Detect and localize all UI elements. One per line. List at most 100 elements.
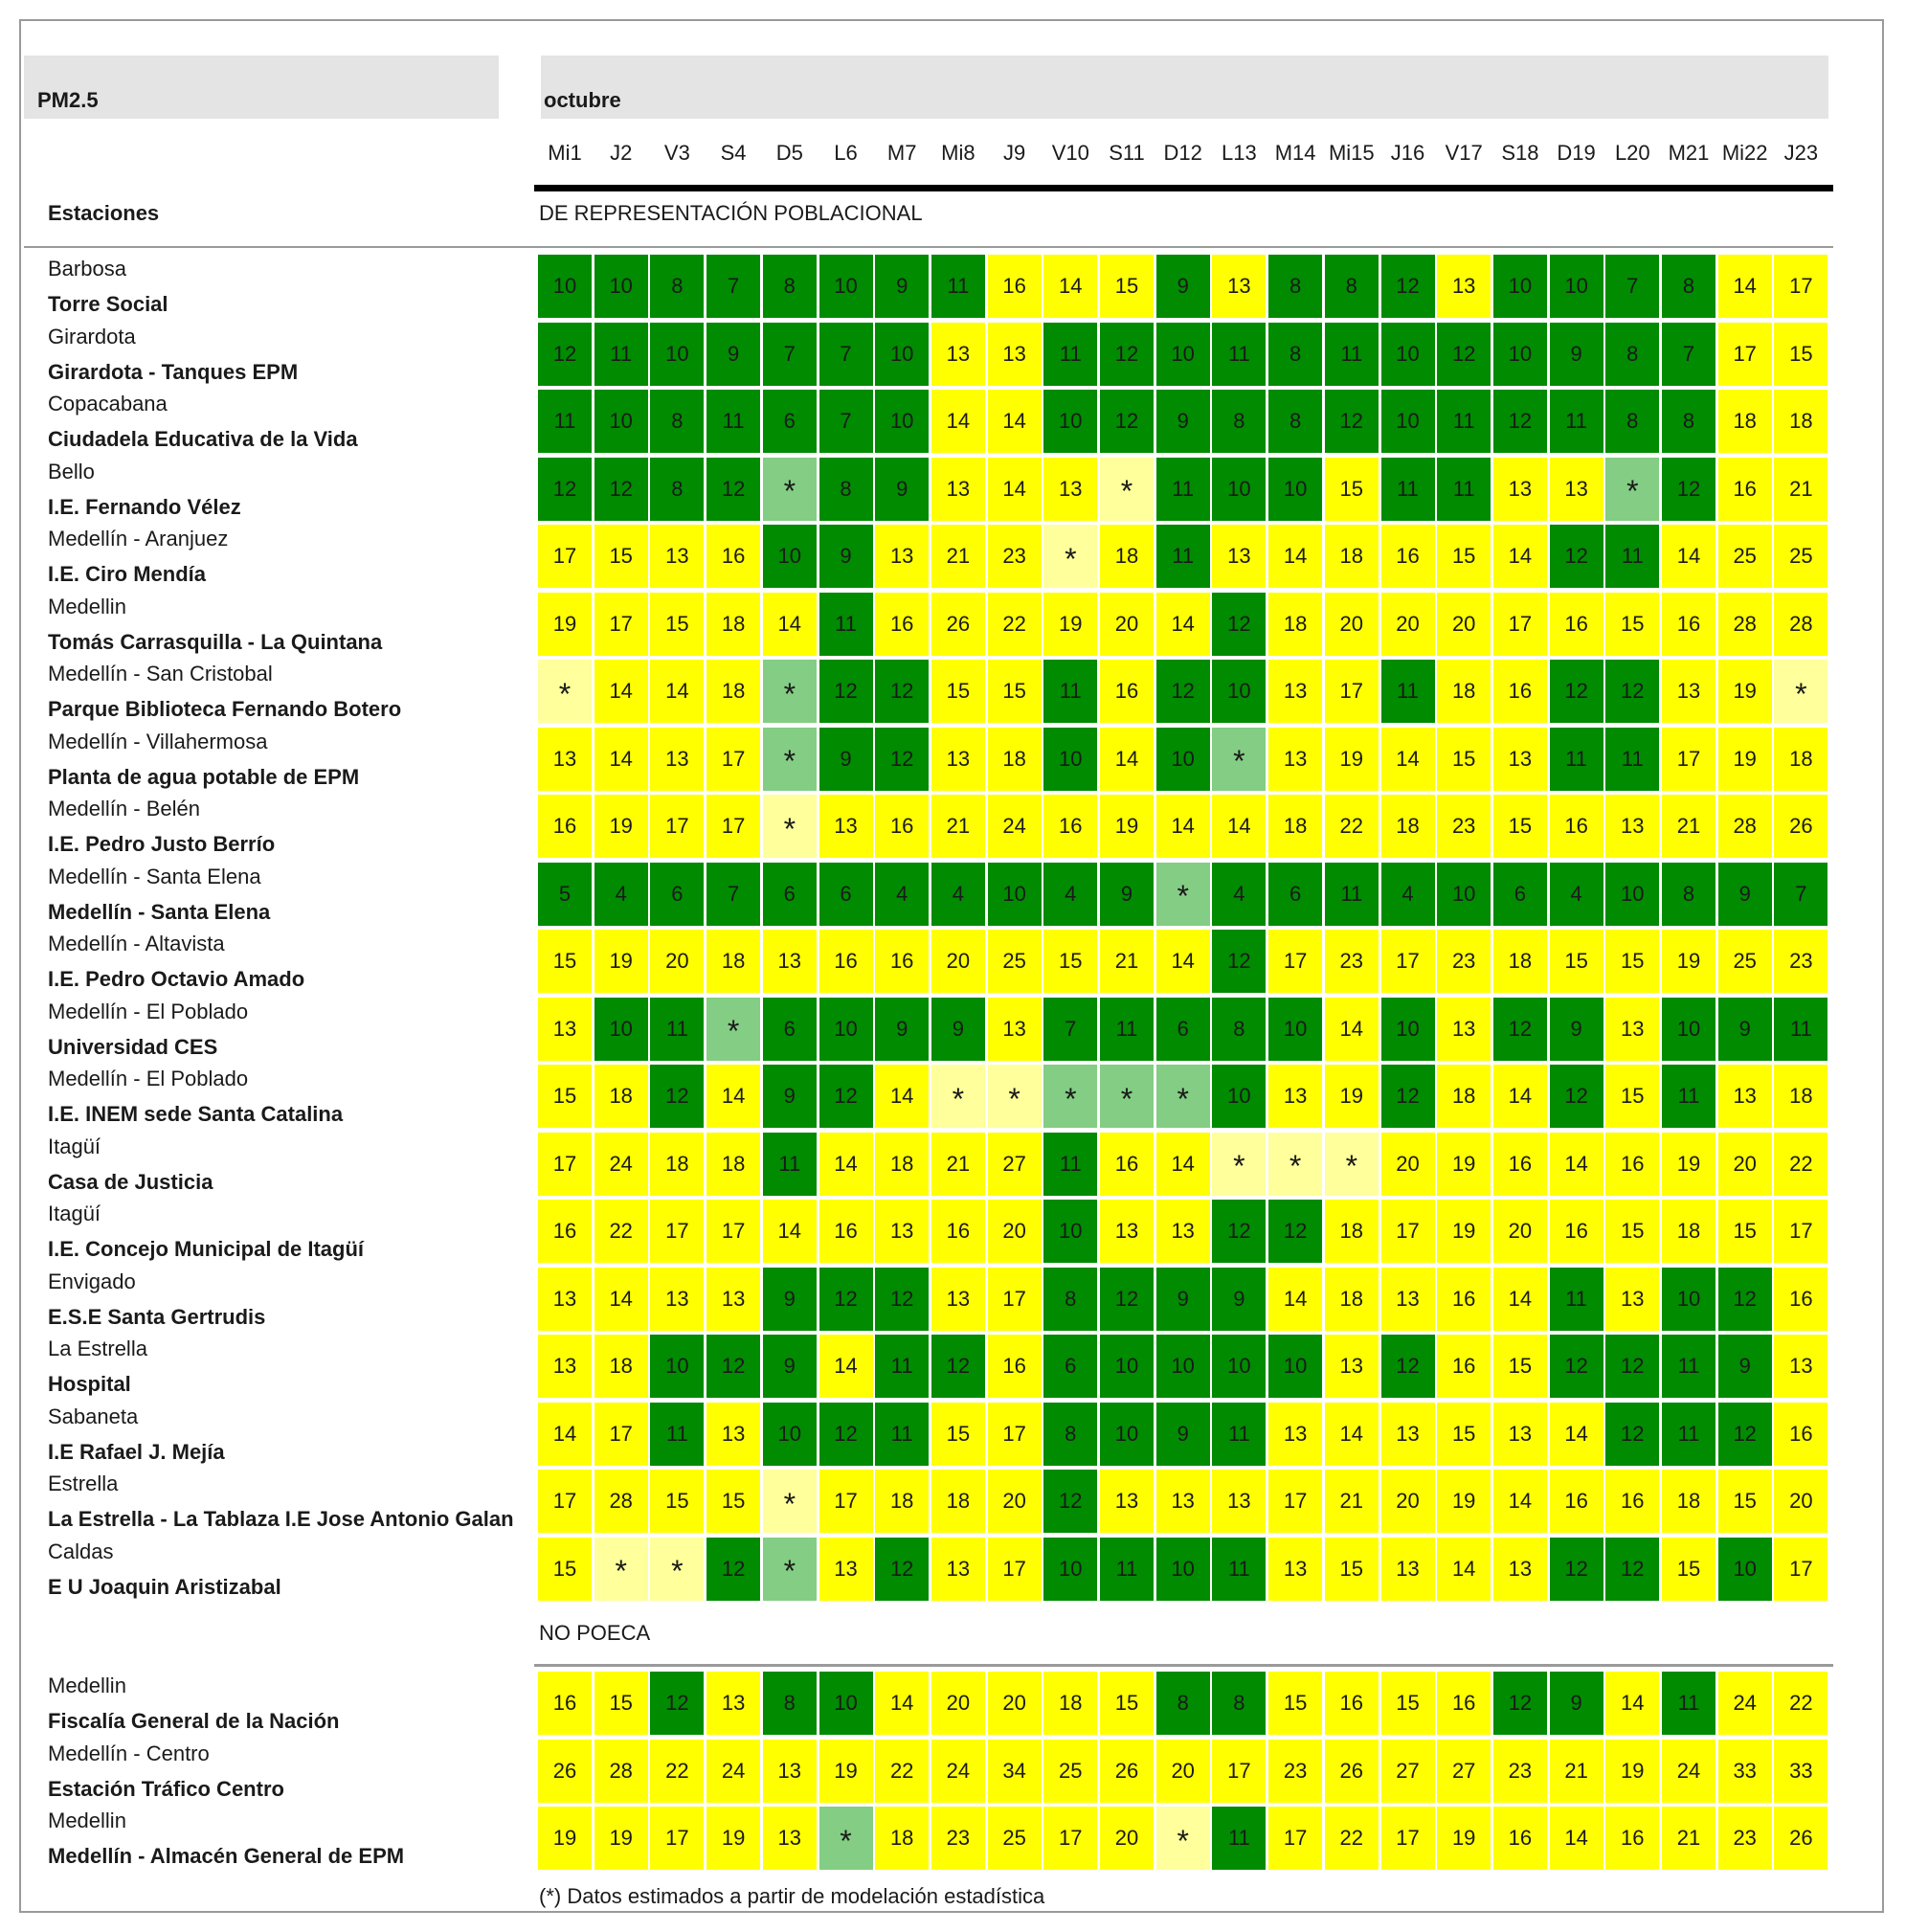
value-cell: 12 [650,1065,705,1128]
value-cell: 13 [1437,255,1491,318]
value-cell: 4 [1043,862,1098,926]
value-cell: * [931,1065,985,1128]
value-cell: 9 [1155,390,1210,453]
value-cell: 16 [1380,525,1435,588]
day-header: J9 [1002,141,1026,165]
value-cell: * [1155,862,1210,926]
value-cell: 8 [1662,390,1715,453]
value-cell: 10 [650,322,705,386]
value-cell: 5 [538,862,592,926]
value-cell: 13 [762,1739,817,1803]
value-cell: 12 [1492,390,1547,453]
value-cell: 15 [1605,1200,1660,1263]
value-cell: 15 [1605,1065,1660,1128]
value-cell: 26 [931,592,985,656]
value-cell: 19 [1043,592,1098,656]
value-cell: 16 [538,1672,592,1735]
value-cell: 11 [1662,1335,1715,1398]
value-cell: 14 [1492,1267,1547,1331]
value-cell: 16 [1437,1672,1491,1735]
day-header: Mi15 [1328,141,1375,165]
value-cell: 25 [1717,930,1772,993]
value-cell: 16 [875,795,930,858]
station-city: Medellin [48,594,126,618]
value-cell: 18 [1774,390,1828,453]
value-cell: 11 [1662,1672,1715,1735]
value-cell: 17 [1717,322,1772,386]
station-city: Medellín - Santa Elena [48,864,261,888]
value-cell: 16 [818,930,873,993]
value-cell: 15 [1774,322,1828,386]
value-cell: 10 [818,997,873,1061]
value-cell: 20 [987,1470,1042,1533]
value-cell: 15 [650,1470,705,1533]
value-cell: 10 [1043,1200,1098,1263]
value-cell: 6 [1155,997,1210,1061]
value-cell: 11 [1043,322,1098,386]
value-cell: 9 [762,1267,817,1331]
value-cell: 11 [1212,322,1267,386]
value-cell: 8 [762,1672,817,1735]
value-cell: 24 [706,1739,761,1803]
value-cell: 16 [1662,592,1715,656]
value-cell: 25 [987,930,1042,993]
value-cell: 8 [1043,1402,1098,1466]
value-cell: 17 [1774,1200,1828,1263]
station-city: Estrella [48,1471,119,1495]
value-cell: 6 [650,862,705,926]
value-cell: 12 [875,1537,930,1601]
station-city: Medellin [48,1808,126,1832]
value-cell: 17 [1268,1807,1323,1870]
value-cell: 19 [1437,1132,1491,1196]
value-cell: 19 [706,1807,761,1870]
value-cell: 26 [1324,1739,1379,1803]
value-cell: 13 [1549,457,1603,521]
value-cell: 11 [1043,1132,1098,1196]
value-cell: 15 [1717,1470,1772,1533]
value-cell: 12 [1492,1672,1547,1735]
day-header: S4 [720,141,747,165]
value-cell: 28 [594,1470,648,1533]
header-rule [534,185,1833,191]
station-city: Itagüí [48,1202,101,1225]
value-cell: 7 [818,322,873,386]
value-cell: 11 [650,997,705,1061]
value-cell: 11 [1380,660,1435,723]
station-city: Medellín - Centro [48,1741,210,1765]
station-label: Medellin Tomás Carrasquilla - La Quintana [48,591,382,659]
day-header: L20 [1614,141,1650,165]
value-cell: 11 [931,255,985,318]
station-label: Itagüí Casa de Justicia [48,1131,213,1199]
value-cell: 19 [1717,660,1772,723]
value-cell: 7 [1605,255,1660,318]
value-cell: 10 [1380,997,1435,1061]
value-cell: 7 [706,862,761,926]
value-cell: 10 [1492,255,1547,318]
value-cell: 20 [931,1672,985,1735]
value-cell: 10 [1268,1335,1323,1398]
value-cell: * [1268,1132,1323,1196]
value-cell: 14 [650,660,705,723]
value-cell: 6 [1043,1335,1098,1398]
value-cell: 16 [1100,660,1154,723]
value-cell: 13 [1212,255,1267,318]
station-city: Medellín - El Poblado [48,999,249,1023]
value-cell: 21 [1324,1470,1379,1533]
value-cell: 24 [1717,1672,1772,1735]
value-cell: 22 [594,1200,648,1263]
value-cell: 9 [931,997,985,1061]
station-city: Girardota [48,324,136,348]
value-cell: 6 [762,862,817,926]
value-cell: 12 [650,1672,705,1735]
value-cell: 17 [1492,592,1547,656]
day-header: Mi8 [941,141,975,165]
value-cell: 12 [1212,930,1267,993]
value-cell: 17 [594,1402,648,1466]
value-cell: 18 [706,930,761,993]
value-cell: 18 [1437,660,1491,723]
value-cell: 17 [818,1470,873,1533]
value-cell: 9 [1212,1267,1267,1331]
station-name: La Estrella - La Tablaza I.E Jose Antoni… [48,1507,514,1531]
value-cell: 13 [1492,1537,1547,1601]
value-cell: 9 [818,525,873,588]
